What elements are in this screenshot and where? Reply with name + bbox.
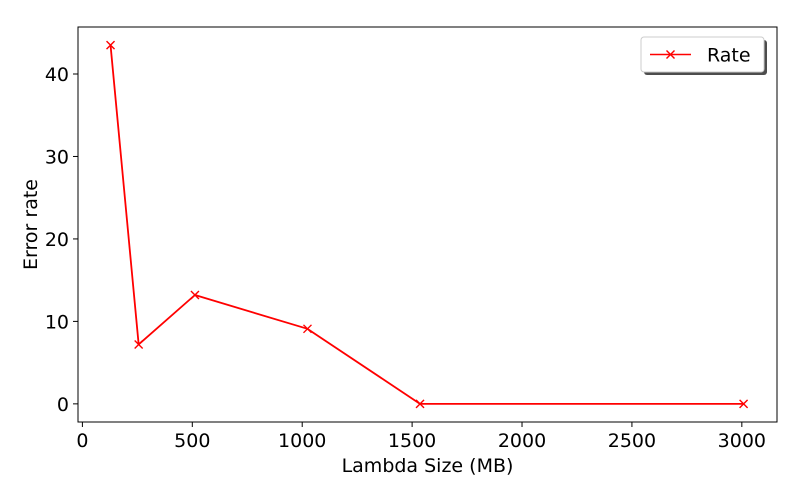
x-tick-label: 1000 [278,430,326,452]
x-tick-label: 0 [76,430,88,452]
legend-series-marker [666,50,675,59]
y-axis-label: Error rate [20,179,42,270]
data-point-marker [739,399,749,409]
x-tick-label: 2500 [608,430,656,452]
x-tick-label: 2000 [498,430,546,452]
marker-stroke [302,324,312,334]
y-tick-label: 30 [45,146,69,168]
marker-stroke [106,40,116,50]
marker-stroke [415,399,425,409]
data-point-marker [415,399,425,409]
marker-stroke [190,290,200,300]
y-tick-label: 10 [45,311,69,333]
plot-area [106,40,749,409]
series-line-rate [109,45,744,405]
x-axis-label: Lambda Size (MB) [342,455,514,477]
data-point-marker [134,339,144,349]
legend-series-label: Rate [707,45,751,67]
x-tick-label: 3000 [718,430,766,452]
data-point-marker [302,324,312,334]
y-tick-label: 20 [45,229,69,251]
x-tick-label: 1500 [388,430,436,452]
y-tick-label: 40 [45,64,69,86]
axes: 0 500 1000 1500 2000 2500 3000 0 10 20 30 40 [45,64,766,452]
data-point-marker [190,290,200,300]
y-tick-label: 0 [57,394,69,416]
x-tick-label: 500 [174,430,210,452]
plot-frame [77,26,778,423]
legend-box [640,36,765,73]
marker-stroke [666,50,675,59]
legend: Rate [640,36,767,75]
legend-marker-x [666,50,675,59]
data-point-marker [106,40,116,50]
marker-stroke [739,399,749,409]
marker-stroke [134,339,144,349]
